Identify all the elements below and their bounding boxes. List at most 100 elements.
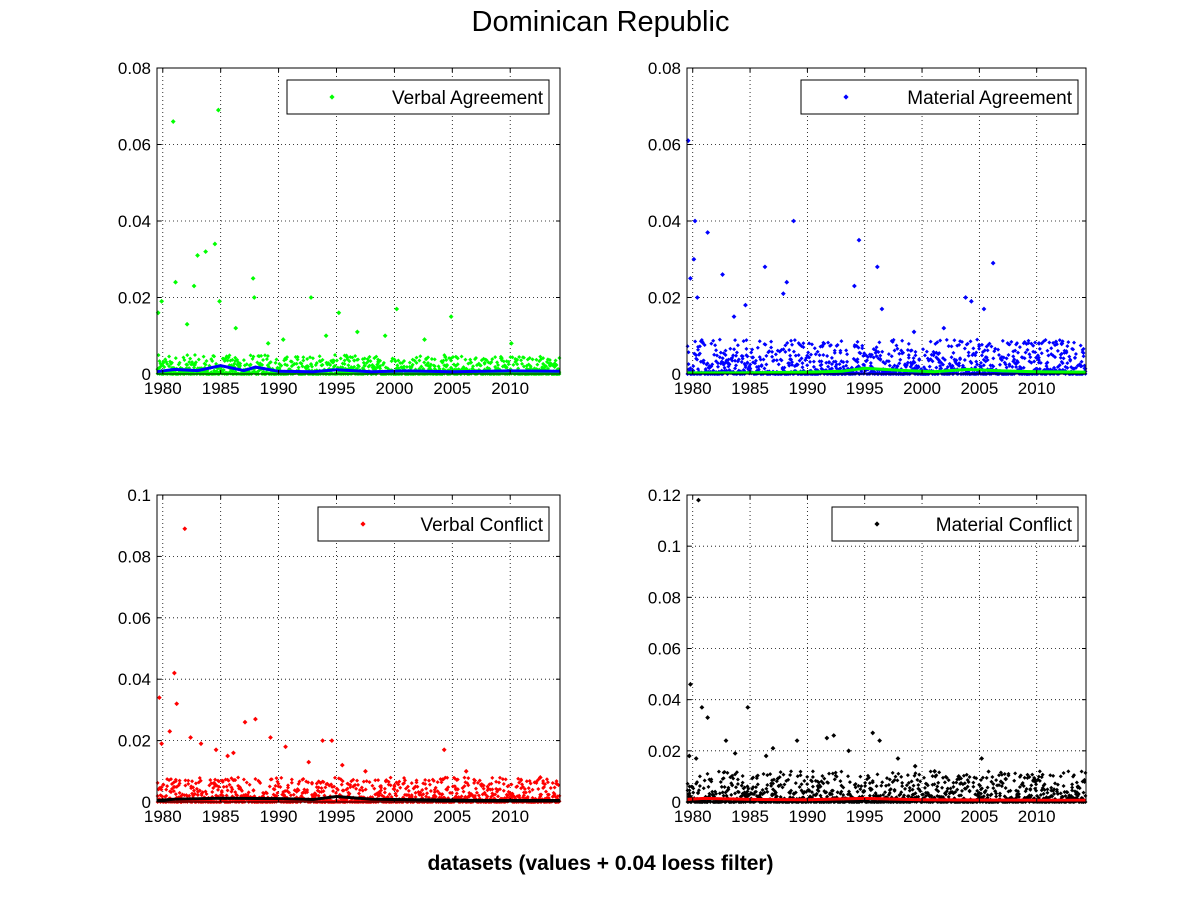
data-point: [839, 789, 844, 794]
data-point: [553, 358, 558, 363]
data-point: [552, 785, 557, 790]
data-point: [274, 776, 279, 781]
data-point: [913, 791, 918, 796]
data-point: [296, 788, 301, 793]
data-point: [301, 358, 306, 363]
data-point: [1029, 360, 1034, 365]
data-point: [809, 790, 814, 795]
data-point: [1017, 345, 1022, 350]
data-point: [838, 350, 843, 355]
data-point: [818, 784, 823, 789]
data-point: [381, 360, 386, 365]
data-point: [426, 355, 431, 360]
data-point: [501, 359, 506, 364]
data-point: [720, 272, 725, 277]
data-point: [726, 787, 731, 792]
data-point: [799, 356, 804, 361]
data-point: [734, 770, 739, 775]
data-point: [925, 783, 930, 788]
data-point: [744, 338, 749, 343]
data-point: [164, 787, 169, 792]
data-point: [554, 363, 559, 368]
data-point: [541, 779, 546, 784]
data-point: [517, 780, 522, 785]
data-point: [1036, 358, 1041, 363]
data-point: [795, 362, 800, 367]
data-point: [489, 360, 494, 365]
data-point: [247, 782, 252, 787]
data-point: [493, 355, 498, 360]
data-point: [755, 782, 760, 787]
data-point: [746, 786, 751, 791]
data-point: [725, 770, 730, 775]
data-point: [811, 364, 816, 369]
data-point: [432, 357, 437, 362]
data-point: [167, 364, 172, 369]
data-point: [497, 787, 502, 792]
data-point: [1059, 351, 1064, 356]
data-point: [880, 780, 885, 785]
data-point: [856, 345, 861, 350]
data-point: [845, 359, 850, 364]
data-point: [694, 295, 700, 300]
data-point: [762, 366, 767, 371]
data-point: [200, 790, 205, 795]
data-point: [404, 364, 409, 369]
data-point: [509, 782, 514, 787]
data-point: [905, 347, 910, 352]
data-point: [911, 329, 917, 335]
data-point: [904, 783, 909, 788]
data-point: [159, 298, 165, 304]
data-point: [506, 362, 511, 367]
data-point: [192, 353, 197, 358]
data-point: [700, 340, 705, 345]
chart-verbal-agreement: 1980 1985 1990 1995 2000 2005 201000.020.040.0…: [118, 59, 562, 398]
data-point: [878, 353, 883, 358]
data-point: [830, 788, 835, 793]
data-point: [275, 791, 280, 796]
data-point: [392, 784, 397, 789]
data-point: [224, 784, 229, 789]
data-point: [692, 218, 698, 224]
data-point: [756, 364, 761, 369]
data-point: [316, 793, 321, 798]
data-point: [543, 364, 548, 369]
data-point: [455, 362, 460, 367]
data-point: [241, 358, 246, 363]
data-point: [916, 794, 921, 799]
data-point: [985, 358, 990, 363]
data-point: [722, 784, 727, 789]
data-point: [354, 786, 359, 791]
data-point: [527, 356, 532, 361]
data-point: [986, 769, 991, 774]
data-point: [1054, 342, 1059, 347]
data-point: [771, 777, 776, 782]
axes-frame: [156, 494, 561, 803]
data-point: [694, 353, 699, 358]
data-point: [890, 770, 895, 775]
data-point: [886, 359, 891, 364]
data-point: [695, 780, 700, 785]
data-point: [897, 361, 902, 366]
legend-marker: [329, 94, 335, 100]
data-point: [939, 366, 944, 371]
data-point: [286, 783, 291, 788]
data-point: [1057, 363, 1062, 368]
data-point: [858, 787, 863, 792]
data-point: [329, 738, 335, 743]
y-tick-label: 0.08: [648, 59, 681, 78]
data-point: [372, 786, 377, 791]
data-point: [971, 346, 976, 351]
data-point: [948, 786, 953, 791]
data-point: [1071, 347, 1076, 352]
data-point: [169, 360, 174, 365]
data-point: [753, 785, 758, 790]
y-tick-label: 0.08: [118, 547, 151, 566]
y-tick-label: 0: [672, 365, 681, 384]
data-point: [212, 354, 217, 359]
data-point: [305, 787, 310, 792]
data-point: [526, 786, 531, 791]
data-point: [954, 358, 959, 363]
data-point: [294, 361, 299, 366]
